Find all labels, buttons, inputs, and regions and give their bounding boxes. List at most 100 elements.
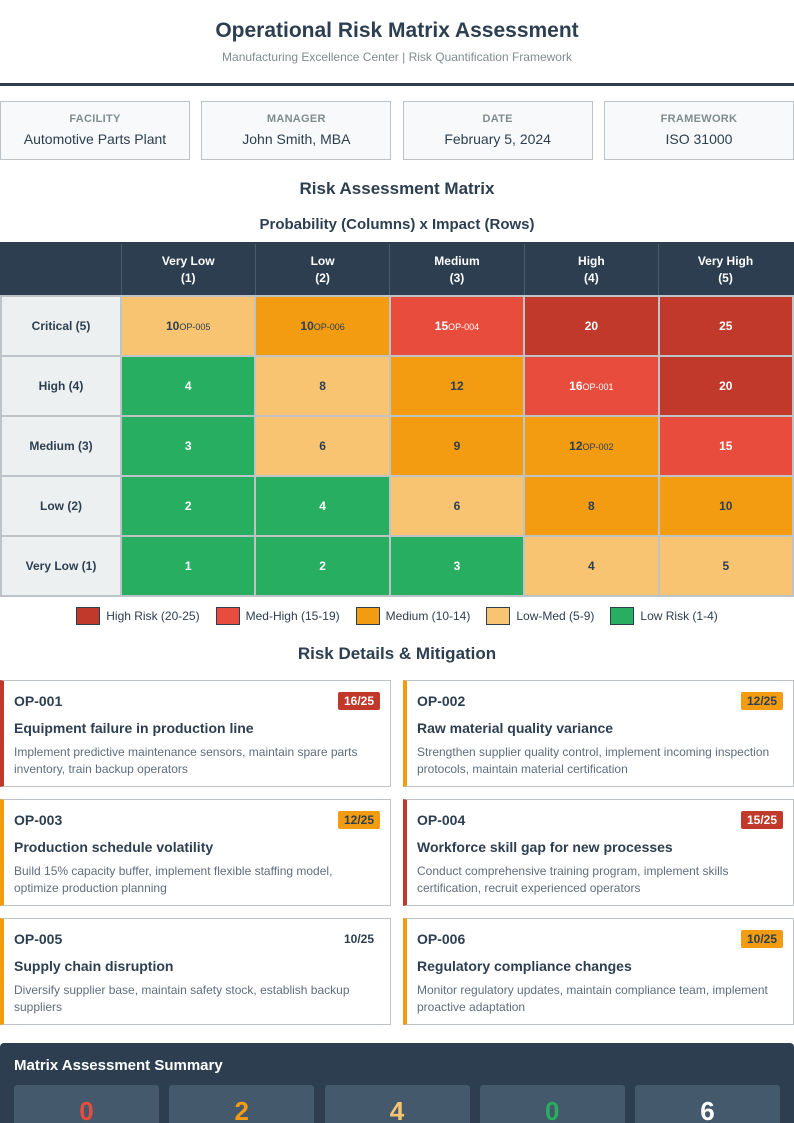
- cell-score: 3: [453, 559, 461, 573]
- column-number: (2): [315, 270, 330, 285]
- risk-mitigation: Conduct comprehensive training program, …: [417, 864, 729, 895]
- risk-title: Regulatory compliance changes: [417, 958, 632, 974]
- info-value: ISO 31000: [665, 131, 733, 147]
- summary-stat: 4: [324, 1085, 470, 1123]
- matrix-cell[interactable]: 8: [254, 355, 391, 417]
- cell-score: 4: [184, 379, 192, 393]
- report-header: Operational Risk Matrix Assessment Manuf…: [0, 0, 794, 86]
- legend-label: Medium (10-14): [385, 609, 471, 623]
- row-label: Medium (3): [0, 415, 122, 477]
- info-value: Automotive Parts Plant: [23, 131, 167, 147]
- info-label: DATE: [482, 113, 513, 125]
- matrix-corner-cell: [0, 242, 122, 297]
- matrix-cell[interactable]: 4: [254, 475, 391, 537]
- matrix-cell[interactable]: 16OP-001: [523, 355, 660, 417]
- summary-stat: 0: [14, 1085, 159, 1123]
- matrix-row: Very Low (1) 1 2 3 4 5: [0, 535, 794, 597]
- matrix-cell[interactable]: 4: [119, 355, 257, 417]
- matrix-body: Critical (5) 10OP-005 10OP-006 15OP-004 20 25…: [0, 295, 794, 597]
- column-header: High (4): [523, 242, 660, 297]
- legend-swatch: [215, 607, 240, 625]
- risk-mitigation: Diversify supplier base, maintain safety…: [14, 983, 350, 1014]
- column-header: Very Low (1): [120, 242, 256, 297]
- matrix-cell[interactable]: 5: [657, 535, 794, 597]
- risk-card: OP-004 15/25 Workforce skill gap for new p…: [403, 799, 794, 906]
- cell-score: 15: [434, 319, 449, 333]
- cell-score: 6: [319, 439, 326, 453]
- cell-score: 2: [319, 559, 326, 573]
- matrix-cell[interactable]: 6: [388, 475, 526, 537]
- legend-swatch: [486, 607, 511, 625]
- cell-score: 12: [569, 439, 583, 453]
- risk-id: OP-001: [14, 693, 63, 709]
- risk-id: OP-006: [417, 931, 466, 947]
- cell-score: 8: [588, 499, 595, 513]
- risk-mitigation: Implement predictive maintenance sensors…: [14, 745, 358, 776]
- column-number: (4): [584, 270, 599, 285]
- column-name: Very Low: [161, 253, 215, 268]
- matrix-row: High (4) 4 8 12 16OP-001 20: [0, 355, 794, 417]
- cell-score: 20: [719, 379, 733, 393]
- risk-score-badge: 10/25: [343, 932, 374, 946]
- info-label: FACILITY: [69, 113, 121, 125]
- matrix-cell[interactable]: 10OP-005: [119, 295, 257, 357]
- matrix-cell[interactable]: 2: [119, 475, 257, 537]
- risk-card-grid: OP-001 16/25 Equipment failure in producti…: [0, 680, 794, 1025]
- matrix-cell[interactable]: 6: [254, 415, 391, 477]
- column-number: (1): [180, 270, 196, 285]
- cell-risk-id: OP-006: [313, 322, 345, 332]
- matrix-cell[interactable]: 2: [254, 535, 391, 597]
- matrix-cell[interactable]: 12OP-002: [523, 415, 660, 477]
- matrix-cell[interactable]: 8: [523, 475, 660, 537]
- cell-score: 1: [184, 559, 192, 573]
- column-number: (3): [449, 270, 465, 285]
- matrix-cell[interactable]: 10: [657, 475, 794, 537]
- cell-score: 10: [166, 319, 180, 333]
- info-card-date: DATE February 5, 2024: [402, 101, 593, 160]
- page-subtitle: Manufacturing Excellence Center | Risk Q…: [222, 50, 572, 64]
- legend-item: High Risk (20-25): [76, 607, 200, 625]
- row-label: Very Low (1): [0, 535, 122, 597]
- matrix-title: Risk Assessment Matrix: [299, 179, 495, 198]
- legend-swatch: [610, 607, 635, 625]
- matrix-cell[interactable]: 1: [119, 535, 257, 597]
- cell-risk-id: OP-002: [582, 442, 614, 452]
- details-title: Risk Details & Mitigation: [297, 644, 497, 663]
- info-label: MANAGER: [266, 113, 326, 125]
- matrix-cell[interactable]: 4: [523, 535, 660, 597]
- cell-score: 4: [319, 499, 326, 513]
- matrix-cell[interactable]: 20: [657, 355, 794, 417]
- matrix-cell[interactable]: 3: [119, 415, 257, 477]
- info-value: February 5, 2024: [444, 131, 551, 147]
- summary-stat: 0: [479, 1085, 625, 1123]
- cell-score: 10: [300, 319, 314, 333]
- matrix-cell[interactable]: 9: [388, 415, 526, 477]
- legend-swatch: [355, 607, 380, 625]
- matrix-cell[interactable]: 12: [388, 355, 526, 417]
- risk-title: Supply chain disruption: [14, 958, 174, 974]
- legend-item: Medium (10-14): [355, 607, 471, 625]
- column-number: (5): [718, 270, 733, 285]
- risk-title: Equipment failure in production line: [14, 720, 254, 736]
- info-card-facility: FACILITY Automotive Parts Plant: [0, 101, 190, 160]
- risk-score-badge: 16/25: [337, 692, 380, 710]
- matrix-cell[interactable]: 10OP-006: [254, 295, 391, 357]
- matrix-row: Critical (5) 10OP-005 10OP-006 15OP-004 20 25: [0, 295, 794, 357]
- cell-score: 3: [184, 439, 192, 453]
- column-header: Very High (5): [658, 242, 794, 297]
- info-card-manager: MANAGER John Smith, MBA: [201, 101, 392, 160]
- legend-label: Low Risk (1-4): [640, 609, 718, 623]
- risk-card: OP-002 12/25 Raw material quality variance…: [403, 680, 794, 787]
- matrix-cell[interactable]: 15: [657, 415, 794, 477]
- risk-id: OP-004: [417, 812, 466, 828]
- matrix-cell[interactable]: 3: [388, 535, 526, 597]
- matrix-cell[interactable]: 25: [657, 295, 794, 357]
- matrix-cell[interactable]: 20: [523, 295, 660, 357]
- legend-item: Med-High (15-19): [215, 607, 340, 625]
- legend-item: Low-Med (5-9): [486, 607, 594, 625]
- cell-score: 2: [184, 499, 192, 513]
- column-header: Low (2): [254, 242, 391, 297]
- matrix-cell[interactable]: 15OP-004: [388, 295, 526, 357]
